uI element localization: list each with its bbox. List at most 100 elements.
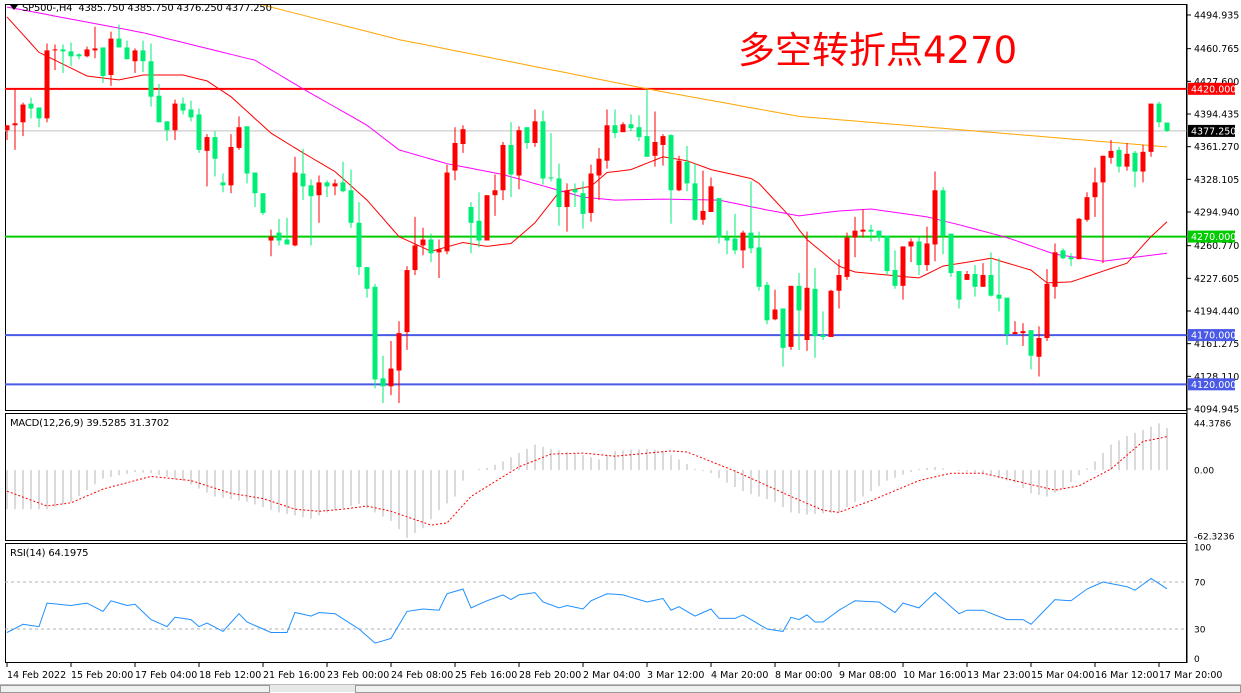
candle [988, 252, 994, 297]
candle-body [1084, 197, 1090, 220]
candle-body [308, 185, 314, 197]
candle [964, 271, 970, 280]
time-axis-label: 13 Mar 23:00 [967, 670, 1030, 681]
price-axis-label: 4294.940 [1194, 208, 1239, 219]
candle [1068, 253, 1074, 267]
candle-body [20, 104, 26, 123]
candle [860, 208, 866, 238]
price-axis-label: 4260.770 [1194, 241, 1239, 252]
candle [244, 126, 250, 184]
candle-body [180, 103, 186, 111]
macd-pane [6, 423, 1168, 538]
candle-body [716, 198, 722, 238]
macd-label: MACD(12,26,9) 39.5285 31.3702 [10, 418, 170, 429]
candle-body [772, 309, 778, 320]
rsi-pane [5, 577, 1187, 644]
candle-body [660, 136, 666, 145]
candle [44, 43, 50, 123]
candle [220, 173, 226, 193]
macd-axis-label: -62.3236 [1194, 533, 1235, 543]
candle [740, 230, 746, 269]
candle [724, 230, 730, 255]
candle [260, 193, 266, 215]
candle-body [796, 285, 802, 311]
candle [700, 170, 706, 225]
candle-body [692, 183, 698, 220]
candle-body [76, 54, 82, 57]
price-level-tag [1188, 230, 1235, 243]
candle [708, 177, 714, 212]
candle [476, 192, 482, 248]
candle-body [668, 135, 674, 191]
candle [1124, 142, 1130, 171]
candle-body [1028, 330, 1034, 356]
price-axis-label: 4361.270 [1194, 142, 1239, 153]
candle [1084, 192, 1090, 222]
price-axis-label: 4328.105 [1194, 175, 1239, 186]
rsi-axis-label: 100 [1194, 543, 1211, 553]
time-axis-label: 17 Mar 20:00 [1159, 670, 1222, 681]
price-level-tag [1188, 82, 1235, 95]
rsi-axis-label: 70 [1194, 579, 1206, 589]
price-axis-label: 4128.110 [1194, 372, 1239, 383]
candle [812, 268, 818, 358]
candle-body [972, 273, 978, 287]
time-axis-label: 16 Mar 12:00 [1095, 670, 1158, 681]
candle-body [492, 190, 498, 196]
candle-body [1068, 257, 1074, 260]
candle-body [1116, 149, 1122, 167]
candle-body [724, 237, 730, 241]
candle-body [1148, 103, 1154, 152]
candle [52, 44, 58, 71]
candle [868, 224, 874, 242]
candle-body [572, 189, 578, 193]
candle-body [164, 121, 170, 131]
candle-body [300, 173, 306, 187]
candle [428, 233, 434, 263]
candle-body [644, 136, 650, 157]
candle [684, 145, 690, 192]
candle [460, 125, 466, 153]
candle-body [844, 237, 850, 277]
candle [116, 24, 122, 48]
candle-body [964, 273, 970, 280]
candle [412, 216, 418, 275]
candle-body [5, 125, 10, 131]
candle-body [780, 308, 786, 348]
candle-body [396, 333, 402, 371]
candle [20, 102, 26, 137]
candle [548, 133, 554, 182]
candle-body [620, 124, 626, 133]
rsi-line [6, 577, 1168, 644]
chart-tab[interactable] [355, 685, 1241, 693]
symbol-name: SP500-,H4 [22, 3, 73, 14]
time-axis-label: 24 Feb 08:00 [391, 670, 453, 681]
annotation-text: 多空转折点4270 [738, 29, 1018, 72]
price-level-label: 4120.000 [1191, 380, 1236, 391]
moving-average-line-2 [6, 6, 1168, 262]
candle [372, 283, 378, 389]
candle-body [900, 246, 906, 286]
candle [844, 232, 850, 280]
candle [1004, 297, 1010, 345]
candle-body [372, 286, 378, 380]
candle [1156, 101, 1162, 128]
candle [620, 122, 626, 133]
candle-body [388, 368, 394, 387]
dropdown-triangle-icon[interactable] [10, 5, 18, 10]
candle-body [1124, 153, 1130, 167]
candle-body [348, 190, 354, 223]
rsi-axis-label: 0 [1194, 655, 1200, 665]
candle [580, 181, 586, 229]
candle-body [932, 190, 938, 245]
candle [92, 26, 98, 59]
time-axis-label: 4 Mar 20:00 [711, 670, 768, 681]
chart-tab[interactable] [0, 685, 270, 693]
candle [284, 217, 290, 245]
candle-body [1004, 297, 1010, 335]
price-axis-label: 4394.435 [1194, 109, 1239, 120]
candle [292, 156, 298, 247]
candle [76, 53, 82, 60]
candle-body [340, 182, 346, 192]
